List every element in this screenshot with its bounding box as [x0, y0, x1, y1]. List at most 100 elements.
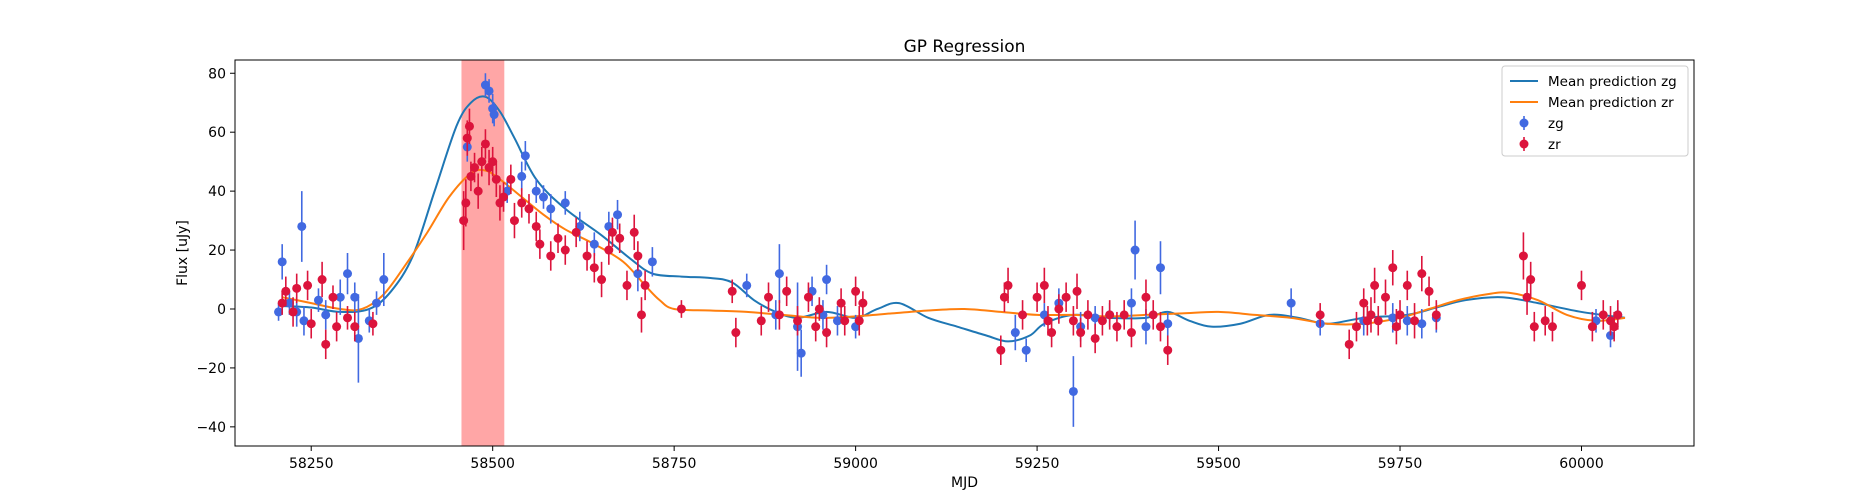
data-point-zr [506, 164, 516, 195]
x-tick-label: 58500 [470, 456, 515, 472]
marker-zr [1090, 333, 1100, 343]
marker-zg [1402, 316, 1412, 326]
marker-zg [1090, 313, 1100, 323]
marker-zg [299, 316, 309, 326]
data-point-zr [731, 317, 741, 348]
data-point-zr [1090, 323, 1100, 354]
marker-zr [607, 227, 617, 237]
data-point-zr [517, 188, 527, 218]
data-point-zr [1587, 311, 1597, 342]
data-point-zr [1083, 300, 1093, 330]
marker-zr [854, 316, 864, 326]
marker-zg [379, 275, 389, 285]
data-point-zg [742, 273, 752, 298]
data-point-zr [1163, 335, 1173, 365]
marker-zr [499, 192, 509, 202]
plot-frame [234, 59, 1695, 447]
marker-zr [1609, 322, 1619, 332]
data-point-zr [629, 214, 639, 251]
data-point-zr [499, 182, 509, 212]
data-point-zr [1381, 279, 1391, 315]
marker-zr [368, 319, 378, 329]
data-point-zr [727, 279, 737, 304]
marker-zg [517, 171, 527, 181]
data-point-zr [509, 202, 519, 239]
marker-zr [1417, 269, 1427, 279]
marker-zg [1068, 386, 1078, 396]
marker-zr [727, 286, 737, 296]
data-point-zr [306, 308, 316, 339]
marker-zr [560, 245, 570, 255]
data-point-zr [350, 311, 360, 342]
y-tick-label: −40 [196, 420, 226, 436]
marker-zg [1141, 322, 1151, 332]
data-point-zg [299, 306, 309, 336]
data-point-zr [811, 311, 821, 342]
data-point-zr [1526, 261, 1536, 298]
marker-zr [822, 328, 832, 338]
marker-zr [1068, 316, 1078, 326]
marker-zg [1286, 298, 1296, 308]
data-point-zg [313, 288, 323, 312]
marker-zr [836, 298, 846, 308]
data-point-zr [1417, 255, 1427, 292]
data-point-zr [343, 306, 353, 330]
marker-zr [1410, 316, 1420, 326]
marker-zr [321, 339, 331, 349]
data-point-zr [1522, 279, 1532, 315]
marker-zr [459, 216, 469, 226]
marker-zr [1522, 292, 1532, 302]
data-point-zg [489, 102, 499, 127]
data-point-zg [1402, 306, 1412, 336]
marker-zr [851, 286, 861, 296]
marker-zr [332, 322, 342, 332]
marker-zg [1417, 319, 1427, 329]
marker-zr [470, 163, 480, 173]
marker-zr [636, 310, 646, 320]
data-point-zg [613, 199, 623, 230]
marker-zr [466, 171, 476, 181]
data-point-zr [1424, 276, 1434, 307]
data-point-zr [560, 235, 570, 265]
marker-zg [313, 295, 323, 305]
x-axis-ticks: 58250 58500 58750 59000 59250 59500 59750 60000 [289, 446, 1604, 472]
marker-zr [464, 121, 474, 131]
marker-zr [1061, 292, 1071, 302]
data-point-zg [277, 244, 287, 280]
data-point-zg [774, 244, 784, 304]
data-point-zg [560, 191, 570, 215]
marker-zg [284, 298, 294, 308]
marker-zg [531, 186, 541, 196]
marker-zr [840, 316, 850, 326]
marker-zr [1126, 328, 1136, 338]
data-point-zr [317, 261, 327, 298]
marker-zr [615, 233, 625, 243]
marker-zg [1126, 298, 1136, 308]
data-point-zr [1373, 306, 1383, 336]
data-point-zr [633, 241, 643, 271]
data-point-zr [1529, 311, 1539, 342]
data-point-zr [774, 300, 784, 330]
marker-zr [1395, 310, 1405, 320]
data-point-zr [1359, 288, 1369, 318]
y-axis-label: Flux [uJy] [175, 220, 191, 286]
data-point-zr [1003, 267, 1013, 304]
data-point-zr [1105, 300, 1115, 330]
data-point-zr [461, 179, 471, 227]
marker-zr [793, 316, 803, 326]
marker-zg [1130, 245, 1140, 255]
marker-zg [274, 307, 284, 317]
data-point-zr [1112, 311, 1122, 342]
marker-zg [1163, 319, 1173, 329]
data-point-zg [1286, 288, 1296, 318]
data-point-zr [546, 241, 556, 271]
marker-zr [604, 245, 614, 255]
marker-zg [297, 221, 307, 231]
data-point-zr [1126, 317, 1136, 348]
marker-zr [571, 227, 581, 237]
data-point-zr [1032, 282, 1042, 312]
marker-zr [1315, 310, 1325, 320]
x-tick-label: 60000 [1559, 456, 1604, 472]
data-point-zg [297, 191, 307, 262]
marker-zr [1105, 310, 1115, 320]
